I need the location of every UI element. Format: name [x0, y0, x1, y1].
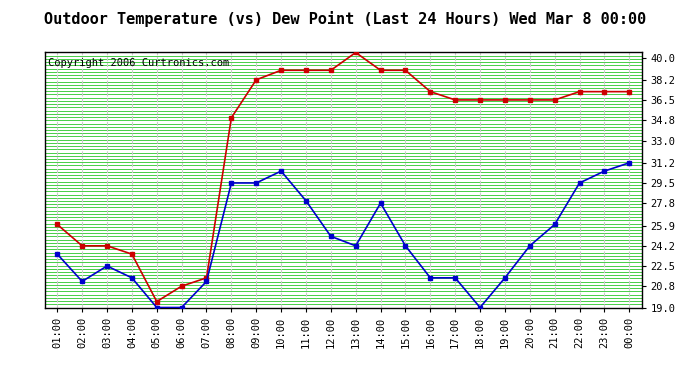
Text: Outdoor Temperature (vs) Dew Point (Last 24 Hours) Wed Mar 8 00:00: Outdoor Temperature (vs) Dew Point (Last… [44, 11, 646, 27]
Text: Copyright 2006 Curtronics.com: Copyright 2006 Curtronics.com [48, 58, 229, 68]
